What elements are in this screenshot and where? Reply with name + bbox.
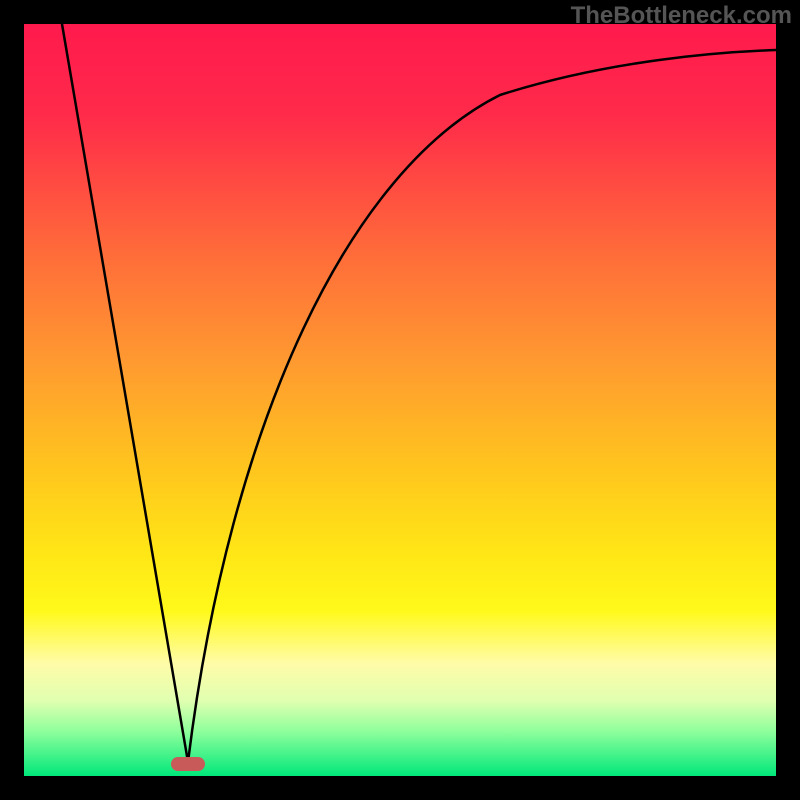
chart-border-right — [776, 0, 800, 800]
bottleneck-chart: TheBottleneck.com — [0, 0, 800, 800]
chart-svg — [0, 0, 800, 800]
chart-border-left — [0, 0, 24, 800]
chart-border-bottom — [0, 776, 800, 800]
optimal-marker — [171, 757, 205, 771]
gradient-background — [24, 24, 776, 776]
watermark-text: TheBottleneck.com — [571, 2, 792, 30]
